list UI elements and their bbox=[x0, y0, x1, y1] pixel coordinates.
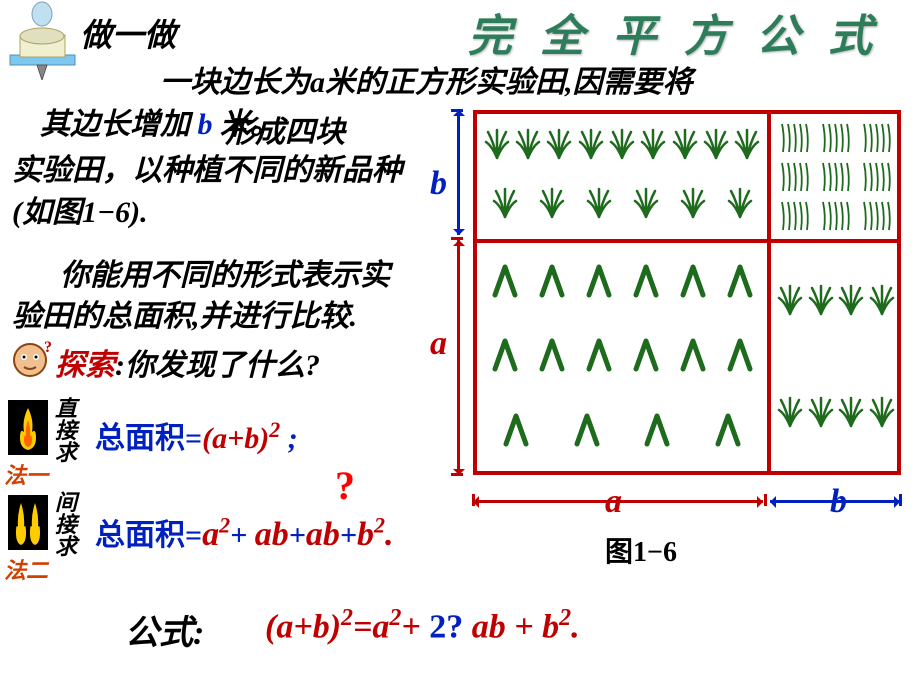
arrow-b-vertical bbox=[457, 110, 460, 235]
figure-caption: 图1−6 bbox=[605, 530, 677, 570]
problem-line-4: (如图1−6). bbox=[12, 192, 148, 234]
tick bbox=[451, 237, 463, 240]
page-title: 完全平方公式 bbox=[468, 0, 900, 64]
flame-icon-1 bbox=[8, 400, 48, 455]
cell-top-left bbox=[477, 114, 767, 239]
problem-line-5: 你能用不同的形式表示实 bbox=[60, 255, 390, 297]
do-it-label: 做一做 bbox=[80, 10, 176, 56]
formula-direct: 总面积=(a+b)2 ; bbox=[95, 413, 298, 457]
explore-icon: ? bbox=[8, 340, 53, 380]
dim-a-left: a bbox=[430, 325, 447, 363]
tick bbox=[472, 494, 475, 506]
explore-text: 探索:你发现了什么? bbox=[55, 340, 320, 384]
problem-line-3: 实验田，以种植不同的新品种 bbox=[12, 150, 402, 192]
tick bbox=[764, 494, 767, 506]
field-grid bbox=[473, 110, 901, 475]
svg-text:?: ? bbox=[44, 340, 52, 356]
problem-line-2b: 形成四块 bbox=[225, 112, 345, 154]
tick bbox=[451, 109, 463, 112]
header-pin-icon bbox=[5, 0, 80, 80]
final-formula: (a+b)2=a2+ 2? ab + b2. bbox=[265, 605, 580, 646]
tick bbox=[451, 473, 463, 476]
method2-label-vert: 间接求 bbox=[55, 492, 80, 558]
cell-top-right bbox=[771, 114, 901, 239]
method1-name: 法一 bbox=[4, 465, 48, 487]
arrow-a-horizontal bbox=[473, 500, 763, 503]
method2-name: 法二 bbox=[4, 560, 48, 582]
dim-b-left: b bbox=[430, 165, 447, 203]
flame-icon-2 bbox=[8, 495, 48, 550]
problem-line-1: 一块边长为a米的正方形实验田,因需要将 bbox=[160, 62, 693, 104]
question-mark: ? bbox=[335, 462, 355, 509]
formula-indirect: 总面积=a2+ ab+ab+b2. bbox=[95, 510, 393, 554]
cell-bottom-right bbox=[771, 243, 901, 475]
field-diagram: b a a b 图1−6 bbox=[465, 105, 910, 575]
method1-label-vert: 直接求 bbox=[55, 398, 80, 464]
cell-bottom-left bbox=[477, 243, 767, 475]
arrow-b-horizontal bbox=[770, 500, 900, 503]
formula-label: 公式: bbox=[125, 605, 204, 654]
problem-line-6: 验田的总面积,并进行比较. bbox=[12, 296, 357, 338]
tick bbox=[899, 494, 902, 506]
arrow-a-vertical bbox=[457, 240, 460, 475]
